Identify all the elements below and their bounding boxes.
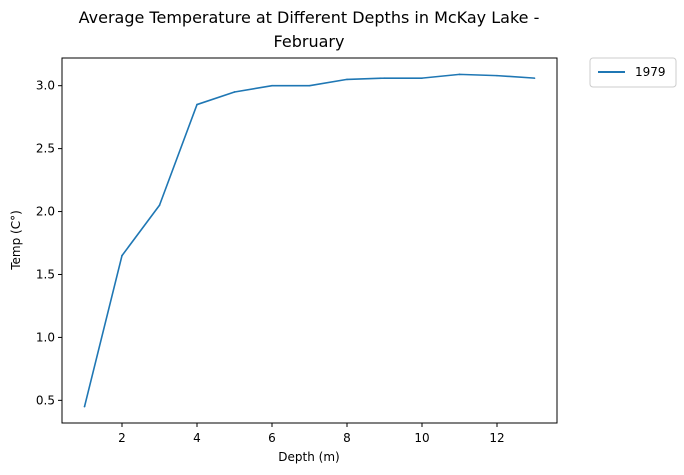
legend-label: 1979 bbox=[635, 65, 666, 79]
data-point bbox=[121, 254, 123, 257]
x-tick-label: 6 bbox=[268, 431, 276, 445]
y-axis: 0.5 1.0 1.5 2.0 2.5 3.0 bbox=[36, 79, 62, 407]
y-axis-label: Temp (C°) bbox=[9, 210, 23, 271]
x-tick-label: 4 bbox=[193, 431, 201, 445]
y-tick-label: 2.0 bbox=[36, 205, 55, 219]
data-point bbox=[346, 78, 348, 81]
data-point bbox=[533, 77, 536, 79]
chart-title: Average Temperature at Different Depths … bbox=[79, 8, 540, 51]
data-point bbox=[458, 73, 461, 76]
x-axis-label: Depth (m) bbox=[278, 450, 339, 464]
y-tick-label: 2.5 bbox=[36, 142, 55, 156]
x-axis: 2 4 6 8 10 12 bbox=[118, 423, 505, 445]
data-point bbox=[158, 204, 161, 207]
data-point bbox=[496, 74, 498, 77]
data-point bbox=[196, 103, 198, 106]
y-tick-label: 3.0 bbox=[36, 79, 55, 93]
data-point bbox=[308, 84, 311, 87]
plot-area bbox=[61, 57, 558, 424]
data-point bbox=[383, 77, 386, 79]
data-point bbox=[421, 77, 423, 79]
y-tick-label: 1.0 bbox=[36, 330, 55, 344]
data-point bbox=[83, 405, 86, 408]
chart-title-line-1: Average Temperature at Different Depths … bbox=[79, 8, 540, 27]
x-tick-label: 10 bbox=[414, 431, 429, 445]
x-tick-label: 12 bbox=[489, 431, 504, 445]
y-tick-label: 1.5 bbox=[36, 267, 55, 281]
data-point bbox=[271, 84, 273, 87]
x-tick-label: 8 bbox=[343, 431, 351, 445]
series-layer bbox=[83, 73, 536, 408]
data-point bbox=[233, 91, 236, 93]
chart-title-line-2: February bbox=[274, 32, 345, 51]
x-tick-label: 2 bbox=[118, 431, 126, 445]
y-tick-label: 0.5 bbox=[36, 393, 55, 407]
legend: 1979 bbox=[589, 57, 677, 88]
legend-box bbox=[589, 57, 677, 88]
series-line-1979 bbox=[83, 73, 535, 407]
